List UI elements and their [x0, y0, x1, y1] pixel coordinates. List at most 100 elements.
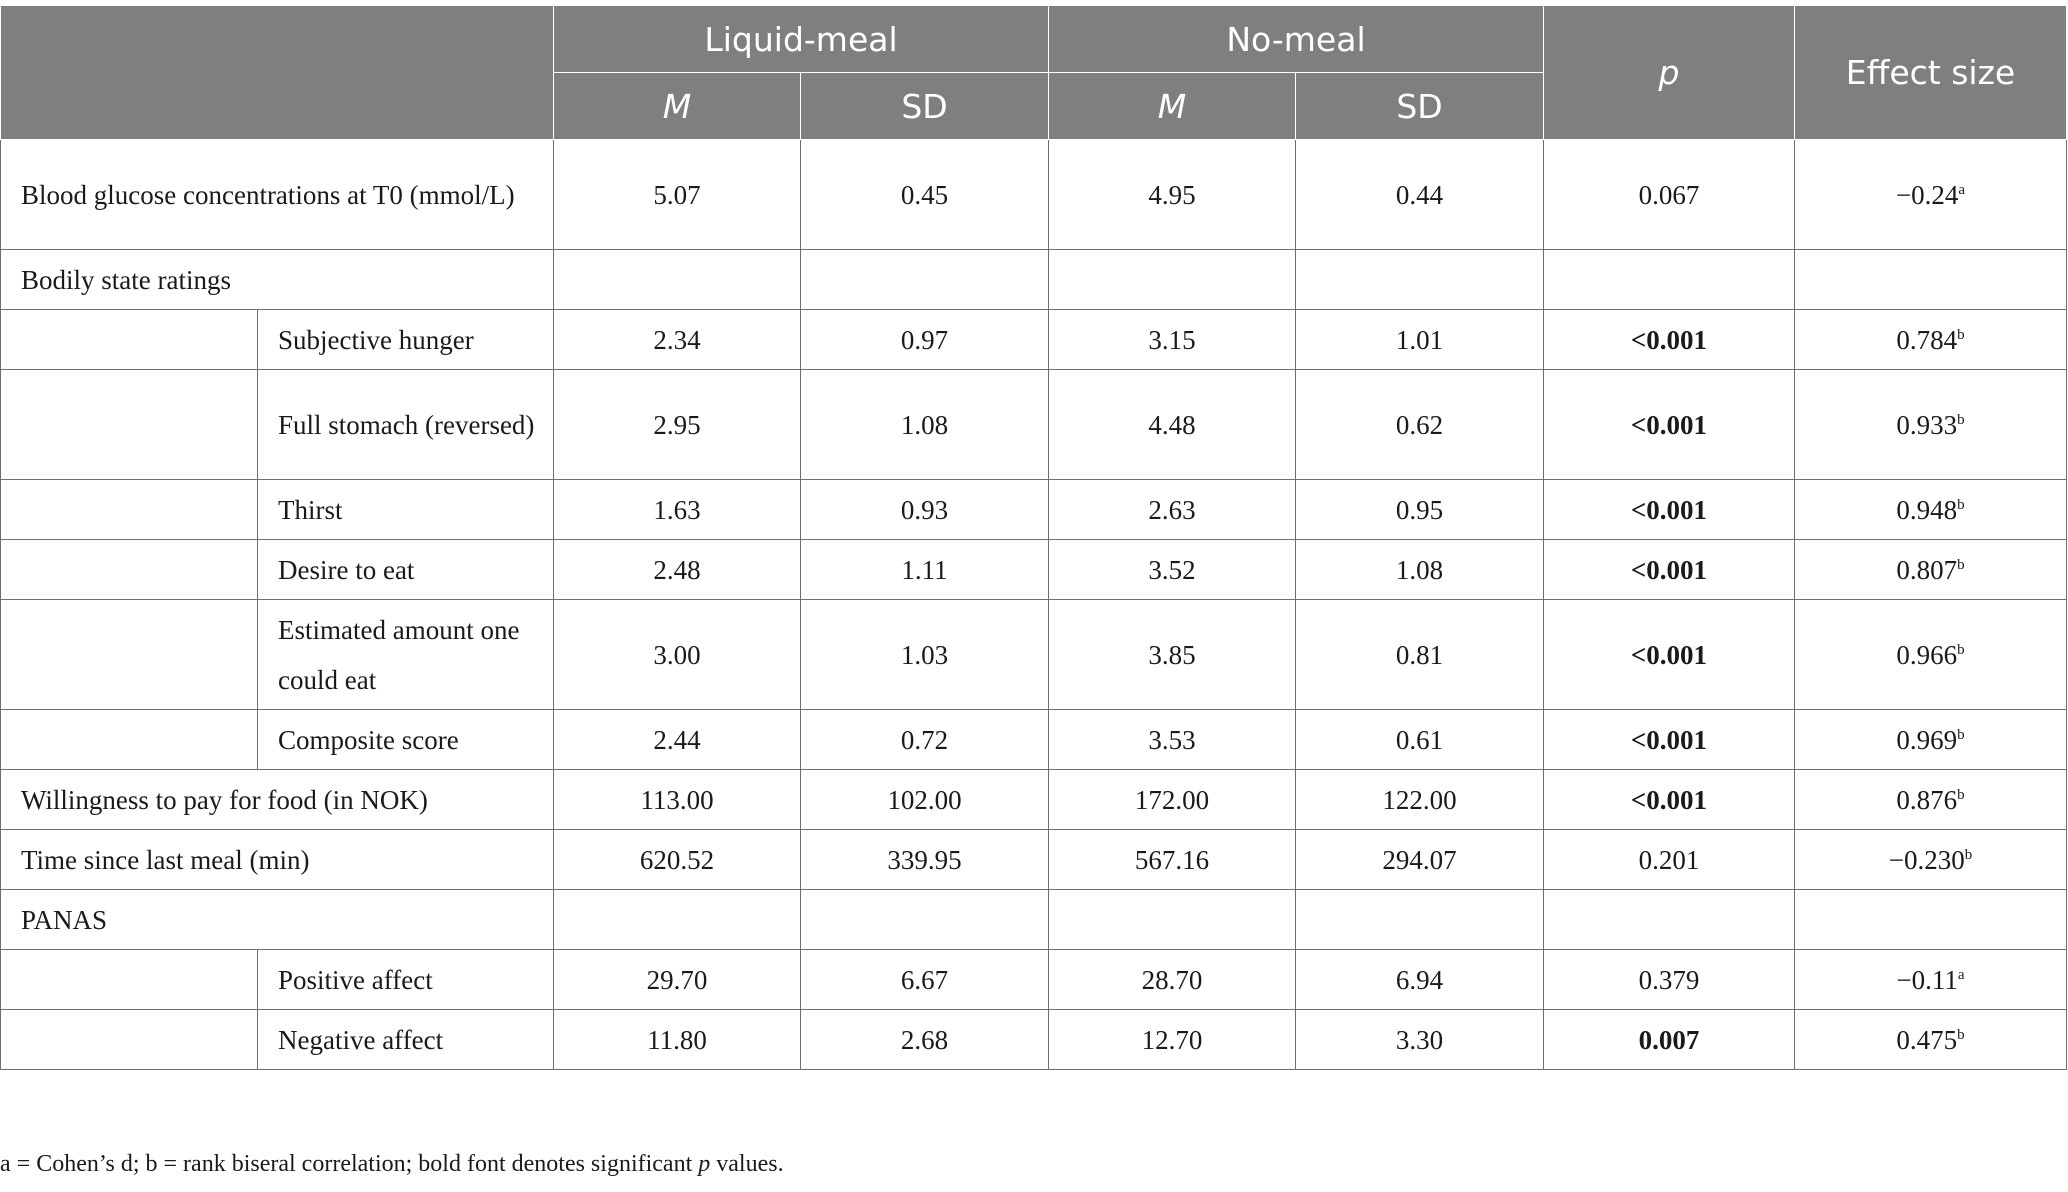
effect-size-cell: 0.784b: [1794, 309, 2067, 370]
header-liquid-m: M: [553, 72, 801, 140]
liquid-m-cell: 11.80: [553, 1009, 801, 1070]
header-nomeal-sd: SD: [1295, 72, 1544, 140]
p-value-cell: [1543, 889, 1795, 950]
effect-size-cell: 0.876b: [1794, 769, 2067, 830]
effect-size-superscript: a: [1958, 181, 1966, 198]
nomeal-m-cell: 567.16: [1048, 829, 1296, 890]
row-label: Time since last meal (min): [0, 829, 554, 890]
liquid-sd-cell: [800, 249, 1049, 310]
footnote-p-italic: p: [698, 1151, 711, 1177]
p-value-cell: 0.201: [1543, 829, 1795, 890]
p-value-cell: <0.001: [1543, 599, 1795, 710]
effect-size-cell: 0.475b: [1794, 1009, 2067, 1070]
row-label: Estimated amount one could eat: [257, 599, 554, 710]
liquid-sd-cell: 0.72: [800, 709, 1049, 770]
table-footnote: a = Cohen’s d; b = rank biseral correlat…: [0, 1151, 784, 1178]
effect-size-value: 0.876: [1896, 784, 1958, 815]
effect-size-value: 0.807: [1896, 554, 1958, 585]
p-value-cell: <0.001: [1543, 309, 1795, 370]
effect-size-cell: −0.230b: [1794, 829, 2067, 890]
table-row: Desire to eat 2.48 1.11 3.52 1.08 <0.001 0.807…: [0, 539, 2067, 600]
effect-size-cell: −0.11a: [1794, 949, 2067, 1010]
effect-size-value: −0.24: [1895, 179, 1959, 210]
indent-cell: [0, 539, 258, 600]
effect-size-cell: 0.969b: [1794, 709, 2067, 770]
nomeal-sd-cell: 294.07: [1295, 829, 1544, 890]
footnote-text: a = Cohen’s d; b = rank biseral correlat…: [0, 1151, 699, 1177]
liquid-m-cell: 2.48: [553, 539, 801, 600]
header-nomeal-m: M: [1048, 72, 1296, 140]
nomeal-sd-cell: 0.61: [1295, 709, 1544, 770]
indent-cell: [0, 599, 258, 710]
effect-size-cell: 0.948b: [1794, 479, 2067, 540]
p-value-cell: 0.067: [1543, 139, 1795, 250]
table-row: PANAS: [0, 889, 2067, 950]
table-body: Blood glucose concentrations at T0 (mmol…: [0, 139, 2067, 1070]
nomeal-sd-cell: 6.94: [1295, 949, 1544, 1010]
indent-cell: [0, 949, 258, 1010]
liquid-m-cell: 3.00: [553, 599, 801, 710]
table-row: Composite score 2.44 0.72 3.53 0.61 <0.001 0.9…: [0, 709, 2067, 770]
nomeal-m-cell: [1048, 249, 1296, 310]
liquid-m-cell: 620.52: [553, 829, 801, 890]
effect-size-cell: 0.933b: [1794, 369, 2067, 480]
nomeal-m-cell: 172.00: [1048, 769, 1296, 830]
indent-cell: [0, 479, 258, 540]
header-blank: [0, 5, 554, 140]
liquid-sd-cell: 0.93: [800, 479, 1049, 540]
nomeal-m-cell: 3.52: [1048, 539, 1296, 600]
table-row: Bodily state ratings: [0, 249, 2067, 310]
liquid-sd-cell: 1.08: [800, 369, 1049, 480]
effect-size-value: 0.784: [1896, 324, 1958, 355]
liquid-sd-cell: 2.68: [800, 1009, 1049, 1070]
indent-cell: [0, 369, 258, 480]
nomeal-m-cell: 12.70: [1048, 1009, 1296, 1070]
nomeal-sd-cell: 1.08: [1295, 539, 1544, 600]
nomeal-m-cell: 4.48: [1048, 369, 1296, 480]
effect-size-superscript: a: [1957, 966, 1965, 983]
effect-size-cell: 0.807b: [1794, 539, 2067, 600]
liquid-m-cell: [553, 889, 801, 950]
liquid-m-cell: 2.95: [553, 369, 801, 480]
effect-size-superscript: b: [1964, 846, 1973, 863]
table-row: Subjective hunger 2.34 0.97 3.15 1.01 <0.001 0…: [0, 309, 2067, 370]
p-value-cell: 0.379: [1543, 949, 1795, 1010]
liquid-sd-cell: [800, 889, 1049, 950]
liquid-sd-cell: 0.97: [800, 309, 1049, 370]
table-row: Time since last meal (min) 620.52 339.95 56…: [0, 829, 2067, 890]
effect-size-value: −0.11: [1896, 964, 1958, 995]
nomeal-sd-cell: 0.81: [1295, 599, 1544, 710]
effect-size-superscript: b: [1957, 326, 1965, 343]
effect-size-superscript: b: [1957, 556, 1965, 573]
table-row: Willingness to pay for food (in NOK) 113.…: [0, 769, 2067, 830]
table-row: Estimated amount one could eat 3.00 1.03 3.…: [0, 599, 2067, 710]
results-table-wrapper: Liquid-meal No-meal p Effect size M SD M…: [0, 5, 2068, 1070]
liquid-m-cell: 2.44: [553, 709, 801, 770]
liquid-m-cell: 113.00: [553, 769, 801, 830]
header-liquid-sd: SD: [800, 72, 1049, 140]
effect-size-superscript: b: [1957, 641, 1965, 658]
effect-size-value: 0.933: [1896, 409, 1958, 440]
row-label: Full stomach (reversed): [257, 369, 554, 480]
nomeal-sd-cell: 122.00: [1295, 769, 1544, 830]
indent-cell: [0, 309, 258, 370]
effect-size-value: 0.969: [1896, 724, 1958, 755]
nomeal-sd-cell: 3.30: [1295, 1009, 1544, 1070]
liquid-m-cell: 29.70: [553, 949, 801, 1010]
effect-size-cell: [1794, 889, 2067, 950]
header-p: p: [1543, 5, 1795, 140]
table-row: Blood glucose concentrations at T0 (mmol…: [0, 139, 2067, 250]
nomeal-m-cell: 3.15: [1048, 309, 1296, 370]
row-label: Desire to eat: [257, 539, 554, 600]
row-label: Thirst: [257, 479, 554, 540]
nomeal-m-cell: 3.85: [1048, 599, 1296, 710]
row-label: Subjective hunger: [257, 309, 554, 370]
effect-size-value: −0.230: [1888, 844, 1965, 875]
row-label: Positive affect: [257, 949, 554, 1010]
nomeal-sd-cell: 0.62: [1295, 369, 1544, 480]
effect-size-cell: −0.24a: [1794, 139, 2067, 250]
effect-size-superscript: b: [1957, 496, 1965, 513]
effect-size-value: 0.966: [1896, 639, 1958, 670]
nomeal-sd-cell: [1295, 889, 1544, 950]
row-label: Bodily state ratings: [0, 249, 554, 310]
